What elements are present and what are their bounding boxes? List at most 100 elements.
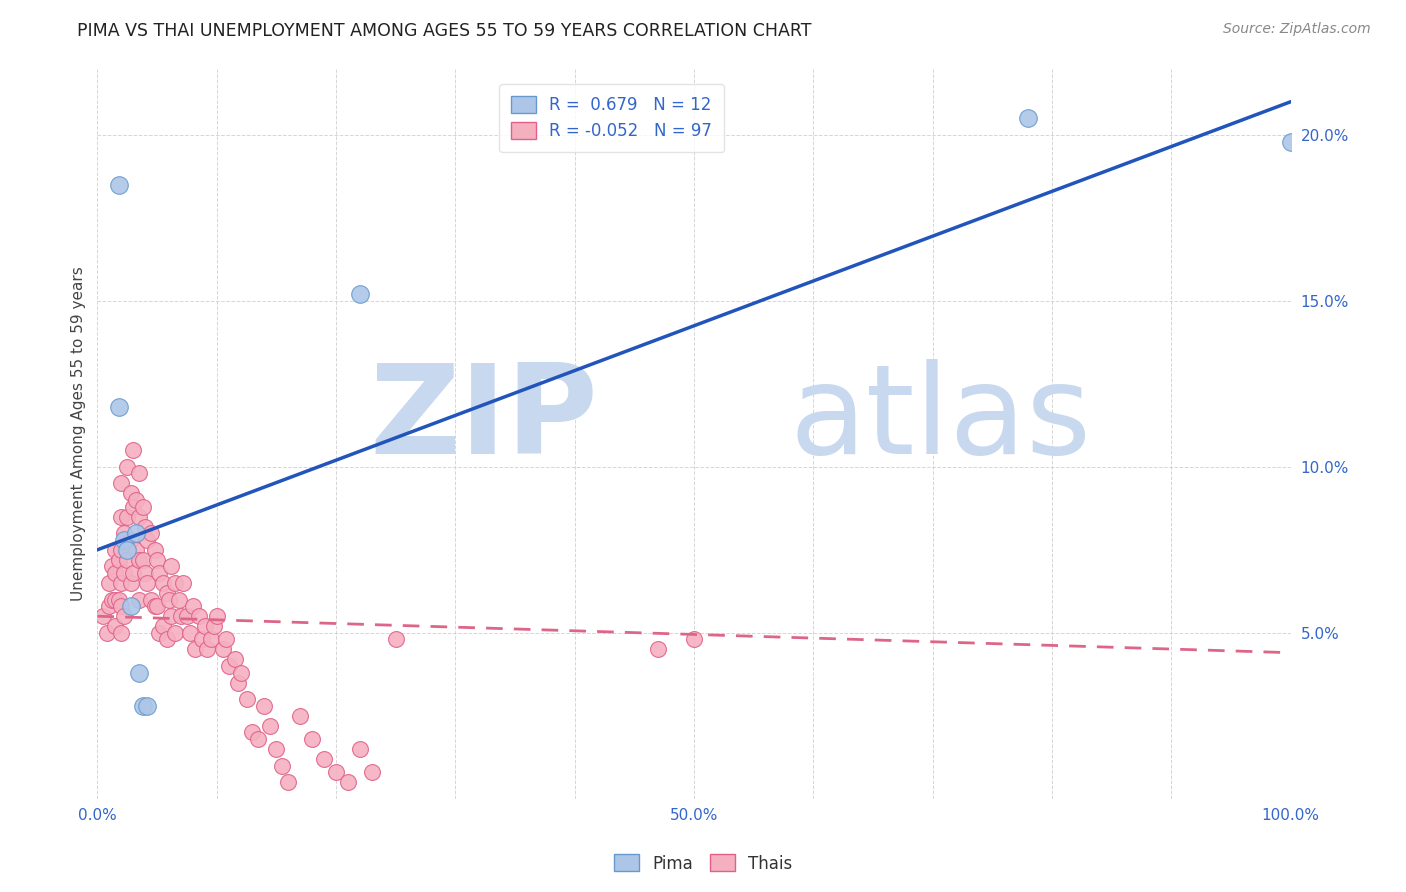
Pima <box>1279 135 1302 149</box>
Pima <box>112 533 135 547</box>
Pima <box>124 526 146 541</box>
Thais <box>172 576 194 591</box>
Pima <box>115 542 138 557</box>
Thais <box>683 632 706 647</box>
Thais <box>202 619 225 633</box>
Thais <box>98 599 121 614</box>
Thais <box>120 576 142 591</box>
Thais <box>259 719 281 733</box>
Thais <box>128 509 150 524</box>
Thais <box>271 758 294 772</box>
Thais <box>146 599 169 614</box>
Text: ZIP: ZIP <box>370 359 599 480</box>
Thais <box>131 553 153 567</box>
Thais <box>184 642 207 657</box>
Thais <box>91 609 114 624</box>
Thais <box>120 533 142 547</box>
Thais <box>314 752 336 766</box>
Thais <box>122 500 145 514</box>
Thais <box>120 486 142 500</box>
Thais <box>301 731 323 746</box>
Pima <box>120 599 142 614</box>
Thais <box>108 592 131 607</box>
Thais <box>155 586 177 600</box>
Thais <box>128 467 150 481</box>
Thais <box>136 533 159 547</box>
Thais <box>160 609 183 624</box>
Thais <box>139 526 162 541</box>
Thais <box>160 559 183 574</box>
Thais <box>143 599 166 614</box>
Thais <box>384 632 406 647</box>
Thais <box>179 625 201 640</box>
Pima <box>108 178 131 192</box>
Thais <box>155 632 177 647</box>
Thais <box>112 566 135 580</box>
Thais <box>157 592 180 607</box>
Thais <box>104 542 127 557</box>
Thais <box>148 625 170 640</box>
Thais <box>110 576 132 591</box>
Pima <box>136 698 159 713</box>
Thais <box>215 632 238 647</box>
Thais <box>360 765 382 780</box>
Thais <box>163 576 186 591</box>
Legend: R =  0.679   N = 12, R = -0.052   N = 97: R = 0.679 N = 12, R = -0.052 N = 97 <box>499 84 724 153</box>
Thais <box>104 592 127 607</box>
Thais <box>253 698 276 713</box>
Thais <box>152 576 174 591</box>
Thais <box>110 599 132 614</box>
Thais <box>176 609 198 624</box>
Thais <box>136 576 159 591</box>
Thais <box>224 652 246 666</box>
Thais <box>110 509 132 524</box>
Thais <box>290 708 312 723</box>
Thais <box>242 725 264 739</box>
Thais <box>122 566 145 580</box>
Thais <box>148 566 170 580</box>
Thais <box>124 542 146 557</box>
Thais <box>134 566 156 580</box>
Thais <box>110 542 132 557</box>
Thais <box>152 619 174 633</box>
Thais <box>200 632 222 647</box>
Thais <box>131 500 153 514</box>
Thais <box>110 625 132 640</box>
Thais <box>194 619 217 633</box>
Thais <box>647 642 669 657</box>
Thais <box>143 542 166 557</box>
Thais <box>100 592 122 607</box>
Thais <box>110 476 132 491</box>
Legend: Pima, Thais: Pima, Thais <box>607 847 799 880</box>
Thais <box>104 619 127 633</box>
Thais <box>349 742 371 756</box>
Thais <box>128 592 150 607</box>
Thais <box>124 493 146 508</box>
Thais <box>112 526 135 541</box>
Thais <box>187 609 209 624</box>
Thais <box>115 509 138 524</box>
Thais <box>100 559 122 574</box>
Thais <box>96 625 118 640</box>
Thais <box>170 609 193 624</box>
Thais <box>191 632 214 647</box>
Pima <box>349 287 371 301</box>
Thais <box>108 553 131 567</box>
Thais <box>163 625 186 640</box>
Thais <box>226 675 249 690</box>
Thais <box>205 609 228 624</box>
Thais <box>277 775 299 789</box>
Thais <box>128 553 150 567</box>
Thais <box>211 642 233 657</box>
Thais <box>325 765 347 780</box>
Thais <box>229 665 252 680</box>
Y-axis label: Unemployment Among Ages 55 to 59 years: Unemployment Among Ages 55 to 59 years <box>72 267 86 601</box>
Thais <box>112 609 135 624</box>
Thais <box>336 775 359 789</box>
Pima <box>1017 112 1039 126</box>
Text: atlas: atlas <box>790 359 1091 480</box>
Pima <box>131 698 153 713</box>
Thais <box>181 599 204 614</box>
Thais <box>134 519 156 533</box>
Thais <box>115 553 138 567</box>
